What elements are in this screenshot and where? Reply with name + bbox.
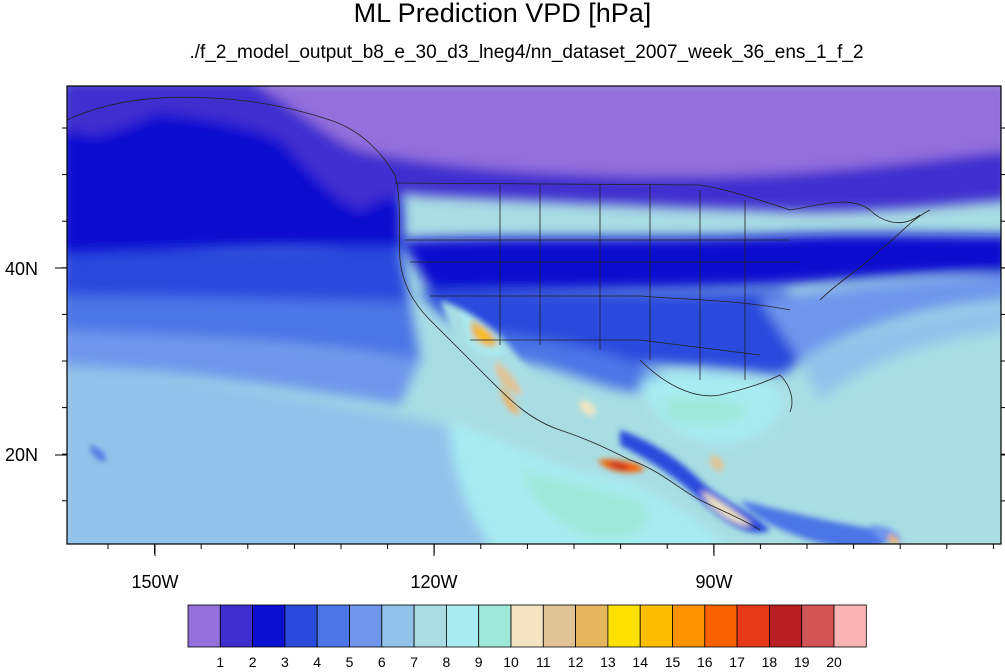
colorbar-label: 16 xyxy=(697,654,713,670)
colorbar-swatch xyxy=(381,604,415,648)
colorbar-label: 10 xyxy=(503,654,519,670)
colorbar-label: 8 xyxy=(443,654,451,670)
colorbar-label: 2 xyxy=(249,654,257,670)
map-subtitle: ./f_2_model_output_b8_e_30_d3_lneg4/nn_d… xyxy=(189,42,864,63)
colorbar-label: 13 xyxy=(600,654,616,670)
colorbar-label: 4 xyxy=(313,654,321,670)
colorbar-swatch xyxy=(801,604,835,648)
lon-label-150W: 150W xyxy=(131,572,178,592)
colorbar-label: 9 xyxy=(475,654,483,670)
axis-ticks xyxy=(55,127,1005,556)
colorbar-label: 20 xyxy=(826,654,842,670)
colorbar-swatch xyxy=(349,604,383,648)
colorbar-label: 15 xyxy=(665,654,681,670)
lon-label-120W: 120W xyxy=(410,572,457,592)
colorbar-swatch xyxy=(639,604,673,648)
colorbar-swatch xyxy=(607,604,641,648)
colorbar-swatch xyxy=(575,604,609,648)
colorbar-swatch xyxy=(187,604,221,648)
map-frame xyxy=(66,85,1002,545)
colorbar-swatch xyxy=(542,604,576,648)
colorbar-swatch xyxy=(219,604,254,648)
lon-label-90W: 90W xyxy=(695,572,732,592)
colorbar-label: 6 xyxy=(378,654,386,670)
colorbar-swatch xyxy=(316,604,350,648)
boundary-lines xyxy=(67,96,931,531)
colorbar-swatch xyxy=(672,604,706,648)
colorbar-swatch xyxy=(736,604,770,648)
colorbar-label: 5 xyxy=(346,654,354,670)
colorbar-label: 18 xyxy=(762,654,778,670)
contour-field xyxy=(67,86,1001,544)
colorbar-swatch xyxy=(833,604,867,648)
colorbar-swatch xyxy=(445,604,480,648)
colorbar-label: 14 xyxy=(632,654,648,670)
colorbar-swatch xyxy=(704,604,738,648)
map-title: ML Prediction VPD [hPa] xyxy=(353,0,652,28)
colorbar-label: 3 xyxy=(281,654,289,670)
colorbar-swatch xyxy=(284,604,318,648)
colorbar-label: 1 xyxy=(216,654,224,670)
colorbar-swatch xyxy=(478,604,512,648)
colorbar: 1 2 3 4 5 6 7 8 9 10 11 12 13 14 15 16 17 18 19 20 xyxy=(187,604,867,670)
lat-label-40N: 40N xyxy=(5,259,38,279)
lat-label-20N: 20N xyxy=(5,445,38,465)
colorbar-swatch xyxy=(510,604,544,648)
colorbar-label: 7 xyxy=(410,654,418,670)
colorbar-swatch xyxy=(769,604,803,648)
colorbar-label: 19 xyxy=(794,654,810,670)
colorbar-label: 12 xyxy=(568,654,584,670)
colorbar-swatch xyxy=(252,604,286,648)
colorbar-label: 11 xyxy=(536,654,551,670)
colorbar-swatch xyxy=(413,604,447,648)
colorbar-label: 17 xyxy=(729,654,745,670)
